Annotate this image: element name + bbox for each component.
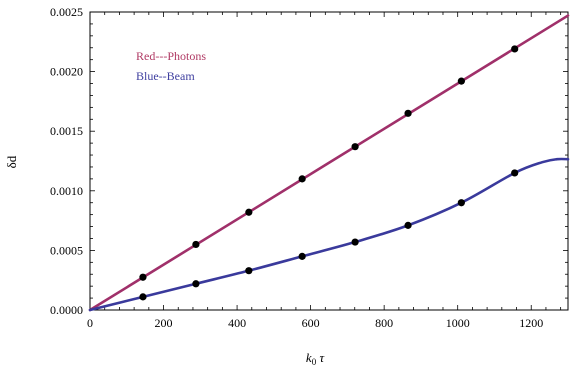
series-points <box>139 45 519 301</box>
tick-labels: 0 200 400 600 800 1000 1200 0.0000 0.0005 0.0010 0… <box>50 5 543 330</box>
x-tick-label: 200 <box>155 316 173 330</box>
x-tick-label: 400 <box>228 316 246 330</box>
x-tick-label: 600 <box>302 316 320 330</box>
data-point-photons <box>351 143 359 151</box>
data-point-photons <box>139 273 147 281</box>
data-point-beam <box>245 267 253 275</box>
data-point-beam <box>404 221 412 229</box>
tick-marks <box>89 11 568 311</box>
data-point-photons <box>511 45 519 53</box>
data-point-beam <box>511 169 519 177</box>
x-tick-label: 1200 <box>519 316 543 330</box>
series-line-photons <box>88 14 570 312</box>
legend-item-beam: Blue--Beam <box>136 69 195 83</box>
data-point-photons <box>457 77 465 85</box>
data-point-photons <box>192 240 200 249</box>
data-point-photons <box>298 175 306 183</box>
data-point-beam <box>139 293 147 301</box>
plot-frame <box>89 11 569 311</box>
y-tick-label: 0.0010 <box>50 184 83 198</box>
legend-item-photons: Red---Photons <box>136 49 206 63</box>
y-tick-label: 0.0015 <box>50 124 83 138</box>
y-tick-label: 0.0020 <box>50 65 83 79</box>
series-line-beam <box>88 157 570 312</box>
series-lines <box>88 14 570 312</box>
data-point-beam <box>457 199 465 207</box>
x-tick-label: 0 <box>87 316 93 330</box>
data-point-beam <box>351 238 359 246</box>
y-axis-title: δd <box>4 155 19 168</box>
x-axis-title: k0 τ <box>306 350 326 367</box>
y-tick-label: 0.0025 <box>50 5 83 19</box>
data-point-beam <box>298 252 306 260</box>
axes-frame <box>89 11 569 311</box>
data-point-beam <box>192 280 200 288</box>
y-tick-label: 0.0005 <box>50 243 83 257</box>
legend: Red---Photons Blue--Beam <box>136 49 206 83</box>
x-tick-label: 1000 <box>446 316 470 330</box>
y-tick-label: 0.0000 <box>50 303 83 317</box>
data-point-photons <box>245 208 253 216</box>
x-tick-label: 800 <box>375 316 393 330</box>
data-point-photons <box>404 109 412 117</box>
